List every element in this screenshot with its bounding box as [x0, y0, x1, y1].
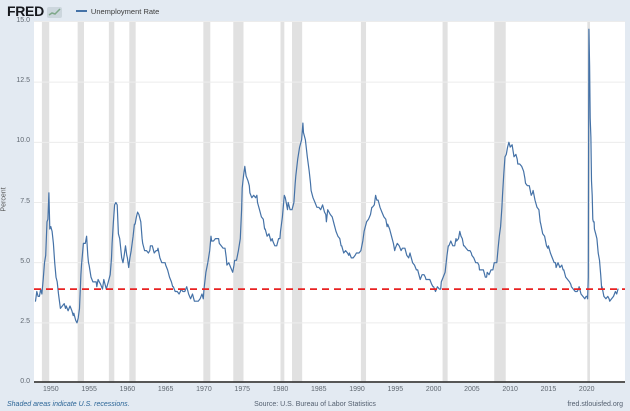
legend-label: Unemployment Rate: [90, 6, 160, 16]
legend-line-swatch: [75, 10, 87, 12]
x-tick-label: 1985: [310, 386, 327, 393]
x-tick-label: 1975: [234, 386, 251, 393]
x-tick-label: 2020: [578, 386, 595, 393]
x-tick-label: 1955: [81, 386, 97, 393]
y-tick-label: 5.0: [20, 257, 30, 265]
fred-logo[interactable]: FRED: [7, 3, 44, 19]
chart-legend: Unemployment Rate: [75, 6, 160, 16]
x-tick-label: 2000: [425, 386, 442, 393]
x-tick-label: 1960: [119, 386, 136, 393]
x-tick-label: 1995: [387, 386, 404, 393]
x-tick-label: 1965: [157, 386, 174, 393]
y-tick-label: 7.5: [20, 197, 30, 205]
fred-logo-chart-icon: [46, 6, 62, 18]
unemployment-line-chart: [34, 22, 625, 383]
x-tick-label: 1990: [349, 386, 365, 393]
x-tick-label: 2015: [540, 386, 557, 393]
chart-header: FRED Unemployment Rate: [7, 3, 159, 19]
unemployment-rate-line: [34, 28, 619, 324]
y-tick-label: 2.5: [20, 317, 30, 325]
x-tick-label: 2010: [502, 386, 518, 393]
y-tick-label: 15.0: [16, 17, 30, 24]
source-text: Source: U.S. Bureau of Labor Statistics: [254, 401, 376, 408]
y-tick-label: 0.0: [20, 378, 30, 385]
x-tick-label: 1980: [272, 386, 289, 393]
recession-note: Shaded areas indicate U.S. recessions.: [7, 401, 130, 408]
plot-area[interactable]: [34, 21, 625, 383]
fred-site-link[interactable]: fred.stlouisfed.org: [567, 401, 623, 408]
x-tick-label: 1950: [43, 386, 59, 393]
y-tick-label: 12.5: [16, 77, 30, 85]
x-tick-label: 2005: [464, 386, 480, 393]
y-tick-label: 10.0: [16, 137, 30, 145]
x-tick-label: 1970: [196, 386, 212, 393]
